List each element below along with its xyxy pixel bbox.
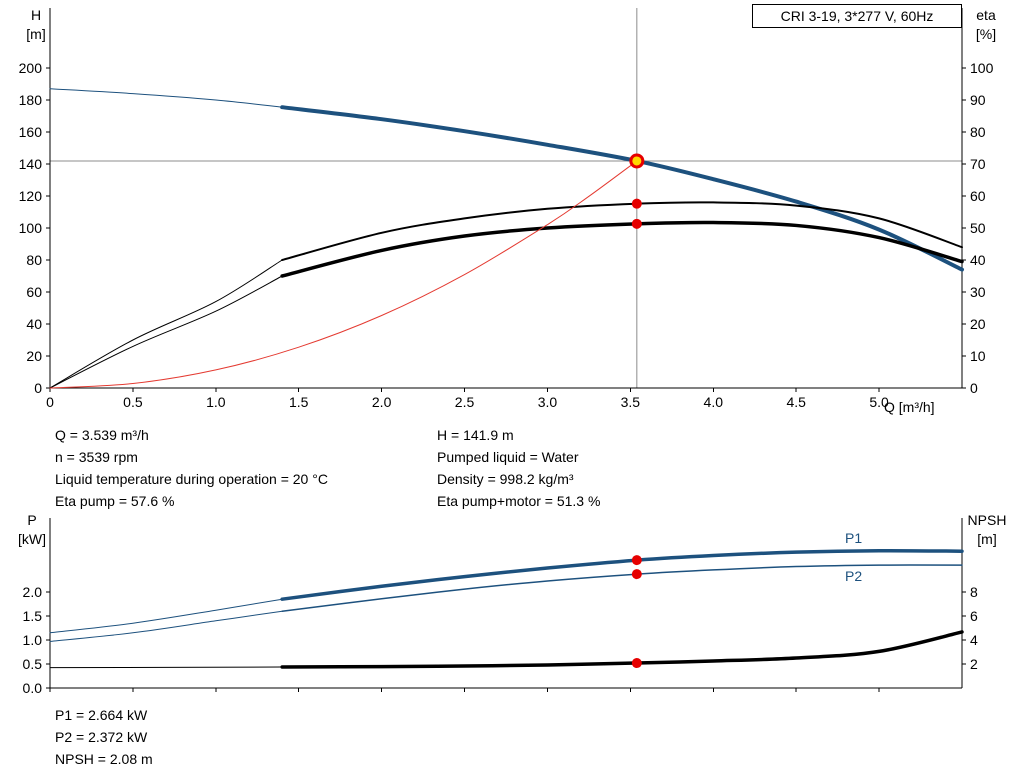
head-efficiency-chart: 0 0.5 1.0 1.5 2.0 2.5 3.0 3.5 4.0 4.5 5.0 0 20 40 60 80… bbox=[19, 8, 994, 410]
head-axis-title-unit: [m] bbox=[26, 26, 46, 42]
curve-p1-below-min-flow bbox=[49, 598, 283, 634]
result-p1: P1 = 2.664 kW bbox=[55, 707, 148, 723]
info-density: Density = 998.2 kg/m³ bbox=[437, 471, 574, 487]
x-tick-label: 0.5 bbox=[123, 394, 143, 410]
result-npsh: NPSH = 2.08 m bbox=[55, 751, 153, 767]
x-tick-label: 4.0 bbox=[704, 394, 724, 410]
y-left-tick-label: 0.5 bbox=[23, 656, 43, 672]
head-axis-title: H [m] bbox=[16, 6, 56, 44]
duty-point-dot bbox=[631, 569, 642, 580]
y-right-tick-label: 0 bbox=[970, 380, 978, 396]
info-head: H = 141.9 m bbox=[437, 427, 514, 443]
x-tick-label: 4.5 bbox=[786, 394, 806, 410]
power-axis-title-symbol: P bbox=[27, 512, 37, 528]
info-flow: Q = 3.539 m³/h bbox=[55, 427, 149, 443]
y-left-tick-label: 60 bbox=[26, 284, 42, 300]
info-eta-pump: Eta pump = 57.6 % bbox=[55, 493, 175, 509]
y-right-tick-label: 80 bbox=[970, 124, 986, 140]
operating-point-marker[interactable] bbox=[629, 153, 645, 169]
power-axis-title-unit: [kW] bbox=[18, 531, 46, 547]
y-right-tick-label: 60 bbox=[970, 188, 986, 204]
npsh-axis-title: NPSH [m] bbox=[962, 511, 1012, 549]
curve-eta-pump-below-min-flow bbox=[49, 259, 283, 389]
y-left-tick-label: 20 bbox=[26, 348, 42, 364]
duty-point-dot bbox=[631, 198, 642, 209]
y-right-tick-label: 50 bbox=[970, 220, 986, 236]
y-right-tick-label: 90 bbox=[970, 92, 986, 108]
y-right-tick-label: 8 bbox=[970, 584, 978, 600]
power-axis-title: P [kW] bbox=[10, 511, 54, 549]
curve-eta-pump-motor-below-min-flow bbox=[49, 275, 283, 389]
info-liquid-temperature: Liquid temperature during operation = 20… bbox=[55, 471, 328, 487]
y-right-tick-label: 100 bbox=[970, 60, 994, 76]
info-pumped-liquid: Pumped liquid = Water bbox=[437, 449, 579, 465]
y-left-tick-label: 140 bbox=[19, 156, 43, 172]
y-left-tick-label: 200 bbox=[19, 60, 43, 76]
duty-info-right-column: H = 141.9 m Pumped liquid = Water Densit… bbox=[437, 424, 600, 512]
power-npsh-results: P1 = 2.664 kW P2 = 2.372 kW NPSH = 2.08 … bbox=[55, 704, 153, 770]
x-tick-label: 1.0 bbox=[206, 394, 226, 410]
power-npsh-chart: 0.0 0.5 1.0 1.5 2.0 2 4 6 8 bbox=[23, 518, 978, 696]
y-right-tick-label: 4 bbox=[970, 632, 978, 648]
y-right-tick-label: 70 bbox=[970, 156, 986, 172]
y-left-tick-label: 1.5 bbox=[23, 608, 43, 624]
eta-axis-title: eta [%] bbox=[964, 6, 1008, 44]
y-left-tick-label: 160 bbox=[19, 124, 43, 140]
npsh-axis-title-unit: [m] bbox=[977, 531, 997, 547]
duty-info-left-column: Q = 3.539 m³/h n = 3539 rpm Liquid tempe… bbox=[55, 424, 328, 512]
curve-system-curve bbox=[49, 160, 638, 389]
y-left-tick-label: 0.0 bbox=[23, 680, 43, 696]
x-tick-label: 2.0 bbox=[372, 394, 392, 410]
duty-point-dot bbox=[631, 658, 642, 669]
y-right-tick-label: 30 bbox=[970, 284, 986, 300]
curve-npsh-below-min-flow bbox=[49, 666, 283, 669]
y-right-tick-label: 6 bbox=[970, 608, 978, 624]
x-tick-label: 0 bbox=[46, 394, 54, 410]
info-eta-pump-motor: Eta pump+motor = 51.3 % bbox=[437, 493, 601, 509]
x-tick-label: 2.5 bbox=[455, 394, 475, 410]
y-left-tick-label: 120 bbox=[19, 188, 43, 204]
eta-axis-title-symbol: eta bbox=[976, 7, 996, 23]
y-left-tick-label: 0 bbox=[34, 380, 42, 396]
y-right-tick-label: 2 bbox=[970, 656, 978, 672]
x-tick-label: 3.0 bbox=[538, 394, 558, 410]
y-left-tick-label: 2.0 bbox=[23, 584, 43, 600]
flow-axis-title: Q [m³/h] bbox=[884, 399, 935, 415]
curve-npsh bbox=[280, 630, 964, 669]
pump-model-title: CRI 3-19, 3*277 V, 60Hz bbox=[752, 4, 962, 28]
info-speed: n = 3539 rpm bbox=[55, 449, 138, 465]
curve-head bbox=[280, 105, 964, 272]
y-right-tick-label: 10 bbox=[970, 348, 986, 364]
x-tick-label: 3.5 bbox=[621, 394, 641, 410]
curve-eta-pump-motor bbox=[280, 220, 964, 278]
curve-head-below-min-flow bbox=[49, 88, 283, 108]
x-tick-label: 5.0 bbox=[869, 394, 889, 410]
duty-point-dot bbox=[631, 218, 642, 229]
y-left-tick-label: 180 bbox=[19, 92, 43, 108]
head-axis-title-symbol: H bbox=[30, 7, 42, 23]
curve-p2-below-min-flow bbox=[49, 610, 283, 642]
y-right-tick-label: 20 bbox=[970, 316, 986, 332]
result-p2: P2 = 2.372 kW bbox=[55, 729, 148, 745]
p2-curve-label: P2 bbox=[845, 568, 863, 584]
p1-curve-label: P1 bbox=[845, 530, 863, 546]
y-left-tick-label: 100 bbox=[19, 220, 43, 236]
y-left-tick-label: 1.0 bbox=[23, 632, 43, 648]
x-tick-label: 1.5 bbox=[289, 394, 309, 410]
y-left-tick-label: 80 bbox=[26, 252, 42, 268]
npsh-axis-title-symbol: NPSH bbox=[967, 512, 1007, 528]
y-right-tick-label: 40 bbox=[970, 252, 986, 268]
y-left-tick-label: 40 bbox=[26, 316, 42, 332]
eta-axis-title-unit: [%] bbox=[975, 26, 997, 42]
duty-point-dot bbox=[631, 555, 642, 566]
